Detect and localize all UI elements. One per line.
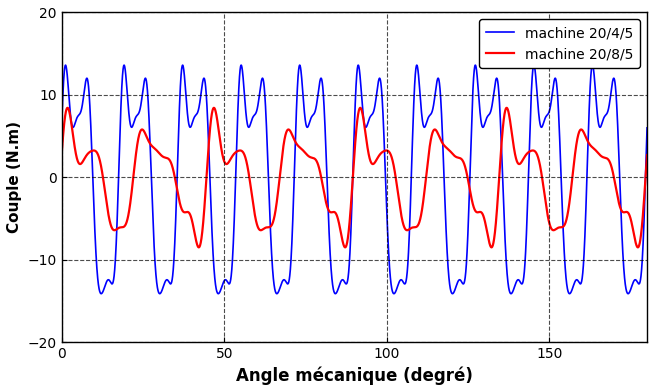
machine 20/4/5	[164, 278, 172, 283]
machine 20/4/5	[296, 63, 303, 67]
machine 20/8/5	[494, 185, 502, 189]
machine 20/4/5	[439, 136, 447, 141]
machine 20/8/5	[409, 225, 417, 230]
machine 20/8/5	[341, 245, 349, 250]
machine 20/4/5	[494, 88, 502, 93]
machine 20/4/5	[58, 125, 65, 130]
machine 20/4/5	[643, 125, 651, 130]
machine 20/4/5	[409, 123, 417, 128]
machine 20/4/5	[156, 291, 164, 296]
machine 20/4/5	[281, 279, 289, 283]
machine 20/8/5	[439, 141, 447, 145]
Line: machine 20/4/5: machine 20/4/5	[61, 65, 647, 294]
Legend: machine 20/4/5, machine 20/8/5: machine 20/4/5, machine 20/8/5	[479, 19, 640, 68]
X-axis label: Angle mécanique (degré): Angle mécanique (degré)	[236, 367, 473, 385]
machine 20/8/5	[540, 183, 547, 187]
Line: machine 20/8/5: machine 20/8/5	[61, 108, 647, 247]
machine 20/8/5	[503, 105, 511, 110]
Y-axis label: Couple (N.m): Couple (N.m)	[7, 121, 22, 233]
machine 20/8/5	[281, 133, 289, 138]
machine 20/8/5	[164, 156, 172, 161]
machine 20/8/5	[643, 152, 651, 157]
machine 20/4/5	[540, 122, 547, 126]
machine 20/8/5	[58, 152, 65, 157]
